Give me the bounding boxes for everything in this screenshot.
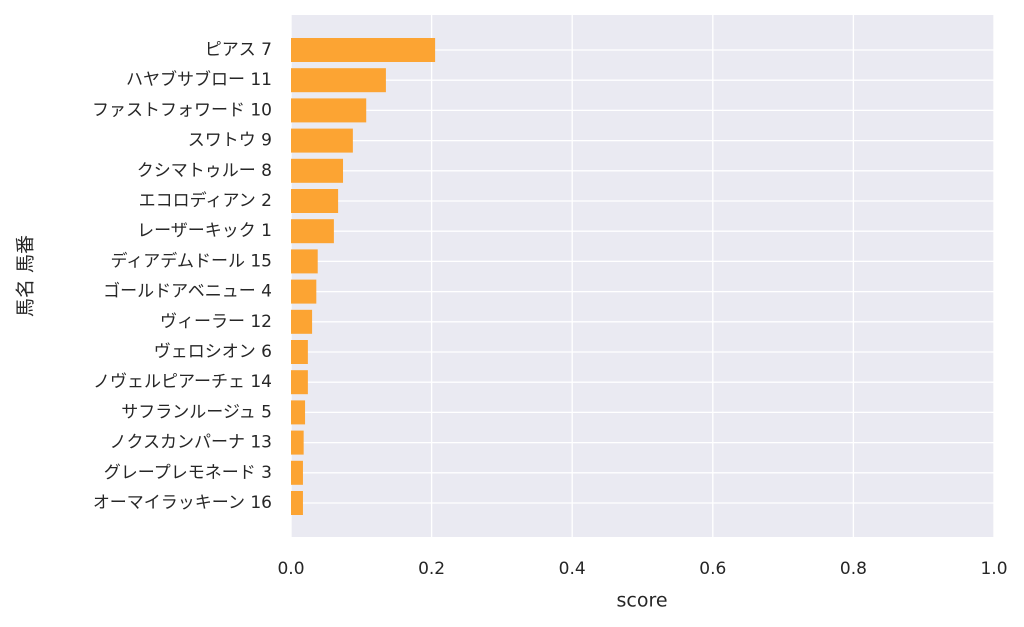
bar bbox=[291, 279, 317, 304]
y-tick-label: ファストフォワード 10 bbox=[92, 100, 272, 120]
y-tick-label: ディアデムドール 15 bbox=[110, 250, 272, 271]
y-tick-label: ヴェロシオン 6 bbox=[154, 342, 272, 362]
x-tick-label: 0.2 bbox=[418, 559, 445, 579]
y-tick-label: ヴィーラー 12 bbox=[160, 312, 272, 332]
bar bbox=[291, 158, 344, 183]
y-tick-label: クシマトゥルー 8 bbox=[137, 161, 272, 181]
x-tick-label: 0.6 bbox=[699, 559, 726, 579]
y-tick-label: サフランルージュ 5 bbox=[121, 402, 272, 422]
bar bbox=[291, 460, 303, 485]
bar bbox=[291, 309, 313, 334]
y-tick-label: ノクスカンパーナ 13 bbox=[109, 433, 272, 453]
y-tick-label: ピアス 7 bbox=[205, 40, 272, 60]
bar bbox=[291, 400, 306, 425]
bar bbox=[291, 219, 334, 244]
bar bbox=[291, 430, 304, 455]
y-axis-label: 馬名 馬番 bbox=[15, 235, 37, 317]
y-tick-label: オーマイラッキーン 16 bbox=[93, 493, 272, 513]
x-tick-label: 1.0 bbox=[980, 559, 1007, 579]
y-tick-label: ハヤブサブロー 11 bbox=[126, 69, 272, 90]
x-tick-label: 0.4 bbox=[559, 559, 586, 579]
bar bbox=[291, 491, 303, 515]
x-axis-label: score bbox=[616, 590, 667, 612]
bar bbox=[291, 68, 386, 93]
x-tick-label: 0.8 bbox=[840, 559, 867, 579]
y-tick-label: ノヴェルピアーチェ 14 bbox=[93, 372, 272, 392]
y-tick-label: レーザーキック 1 bbox=[137, 221, 272, 241]
bar bbox=[291, 128, 353, 153]
y-tick-label: グレープレモネード 3 bbox=[104, 463, 272, 483]
bar bbox=[291, 370, 308, 395]
bar bbox=[291, 189, 339, 213]
y-tick-label: スワトウ 9 bbox=[188, 131, 272, 151]
bar bbox=[291, 340, 308, 364]
plot-area bbox=[291, 15, 994, 537]
bar bbox=[291, 38, 436, 62]
y-tick-label: ゴールドアベニュー 4 bbox=[103, 281, 272, 302]
y-tick-label: エコロディアン 2 bbox=[139, 190, 272, 211]
bar bbox=[291, 249, 318, 274]
bar bbox=[291, 98, 367, 123]
x-tick-label: 0.0 bbox=[277, 559, 304, 579]
